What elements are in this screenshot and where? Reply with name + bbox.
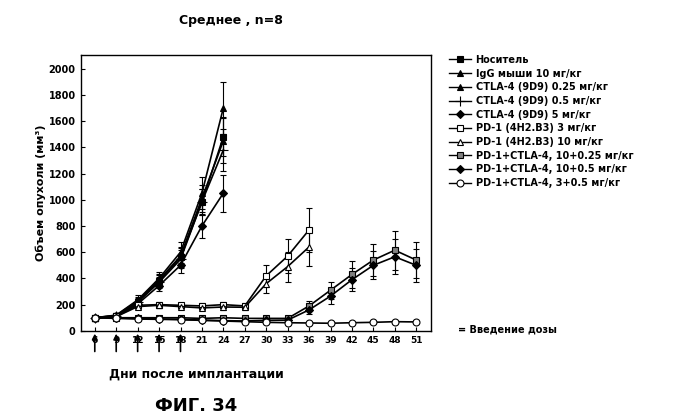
Text: Дни после имплантации: Дни после имплантации bbox=[108, 368, 284, 381]
Y-axis label: Объем опухоли (мм³): Объем опухоли (мм³) bbox=[35, 125, 46, 261]
Text: Среднее , n=8: Среднее , n=8 bbox=[179, 14, 283, 28]
Legend: Носитель, IgG мыши 10 мг/кг, CTLA-4 (9D9) 0.25 мг/кг, CTLA-4 (9D9) 0.5 мг/кг, CT: Носитель, IgG мыши 10 мг/кг, CTLA-4 (9D9… bbox=[449, 55, 634, 188]
Text: = Введение дозы: = Введение дозы bbox=[458, 325, 557, 335]
Text: ФИГ. 34: ФИГ. 34 bbox=[155, 397, 237, 411]
